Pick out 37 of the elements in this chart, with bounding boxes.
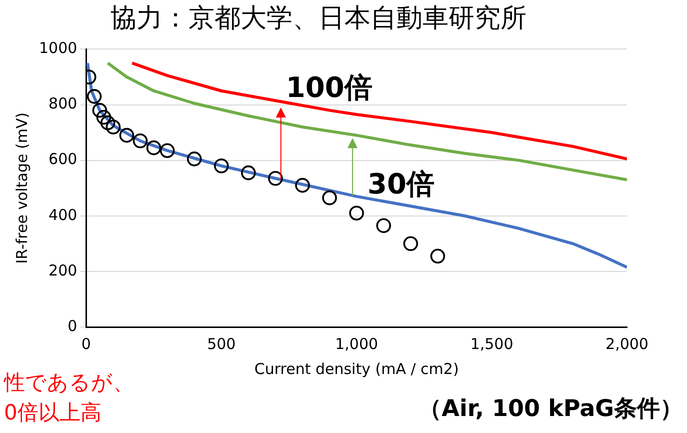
x-tick-label: 1,500 bbox=[470, 334, 514, 353]
chart-title: 協力：京都大学、日本自動車研究所 bbox=[110, 3, 526, 34]
y-tick-label: 600 bbox=[48, 150, 78, 168]
annotation: 100倍 bbox=[286, 70, 372, 104]
point bbox=[86, 89, 102, 104]
x-tick-label: 0 bbox=[81, 334, 91, 353]
point bbox=[268, 170, 283, 186]
y-tick-label: 800 bbox=[48, 94, 78, 113]
point bbox=[186, 152, 202, 166]
point bbox=[160, 143, 175, 158]
point bbox=[106, 120, 121, 134]
point bbox=[430, 248, 446, 264]
point bbox=[92, 102, 108, 118]
point bbox=[376, 218, 392, 234]
x-tick-label: 500 bbox=[207, 334, 236, 353]
y-tick-label: 400 bbox=[48, 206, 78, 224]
text: （Air, 100 kPaG条件） bbox=[418, 396, 683, 422]
point bbox=[132, 133, 148, 148]
point bbox=[96, 110, 112, 125]
point bbox=[403, 236, 418, 252]
point bbox=[214, 158, 229, 174]
y-tick-label: 1000 bbox=[38, 39, 78, 58]
y-tick-label: 200 bbox=[48, 261, 78, 280]
point bbox=[100, 115, 116, 130]
point bbox=[146, 140, 162, 156]
point bbox=[119, 128, 134, 143]
point bbox=[295, 178, 310, 193]
point bbox=[322, 190, 337, 206]
x-tick-label: 1,000 bbox=[335, 334, 378, 353]
annotation: 30倍 bbox=[368, 167, 434, 200]
y-axis-title: IR-free voltage (mV) bbox=[12, 112, 31, 264]
y-tick-label: 0 bbox=[68, 316, 78, 335]
x-tick-label: 2,000 bbox=[606, 334, 648, 353]
point bbox=[241, 165, 256, 180]
x-axis-title: Current density (mA / cm2) bbox=[254, 360, 459, 378]
point bbox=[349, 206, 364, 220]
text: 性であるが、 0倍以上高 bbox=[3, 370, 134, 424]
